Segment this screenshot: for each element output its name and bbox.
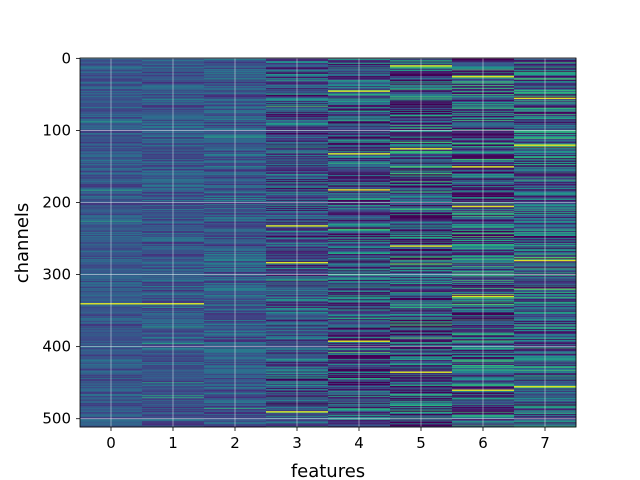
x-tick-label: 5 <box>416 434 426 452</box>
plot-frame <box>79 57 577 428</box>
x-tick-label: 1 <box>168 434 178 452</box>
x-tick-label: 0 <box>106 434 116 452</box>
grid-lines <box>80 57 576 427</box>
x-tick-label: 3 <box>292 434 302 452</box>
x-tick-label: 7 <box>540 434 550 452</box>
x-tick-label: 2 <box>230 434 240 452</box>
y-tick-label: 0 <box>61 49 71 67</box>
y-axis-ticks: 0 100 200 300 400 500 <box>42 49 80 428</box>
y-tick-label: 500 <box>42 410 71 428</box>
heatmap-cells <box>80 58 577 428</box>
x-tick-label: 6 <box>478 434 488 452</box>
x-axis-label: features <box>291 461 365 480</box>
y-axis-label: channels <box>12 203 33 284</box>
y-tick-label: 300 <box>42 266 71 284</box>
x-axis-ticks: 0 1 2 3 4 5 6 7 <box>106 427 550 452</box>
y-tick-label: 200 <box>42 194 71 212</box>
x-tick-label: 4 <box>354 434 364 452</box>
y-tick-label: 400 <box>42 338 71 356</box>
y-tick-label: 100 <box>42 121 71 139</box>
